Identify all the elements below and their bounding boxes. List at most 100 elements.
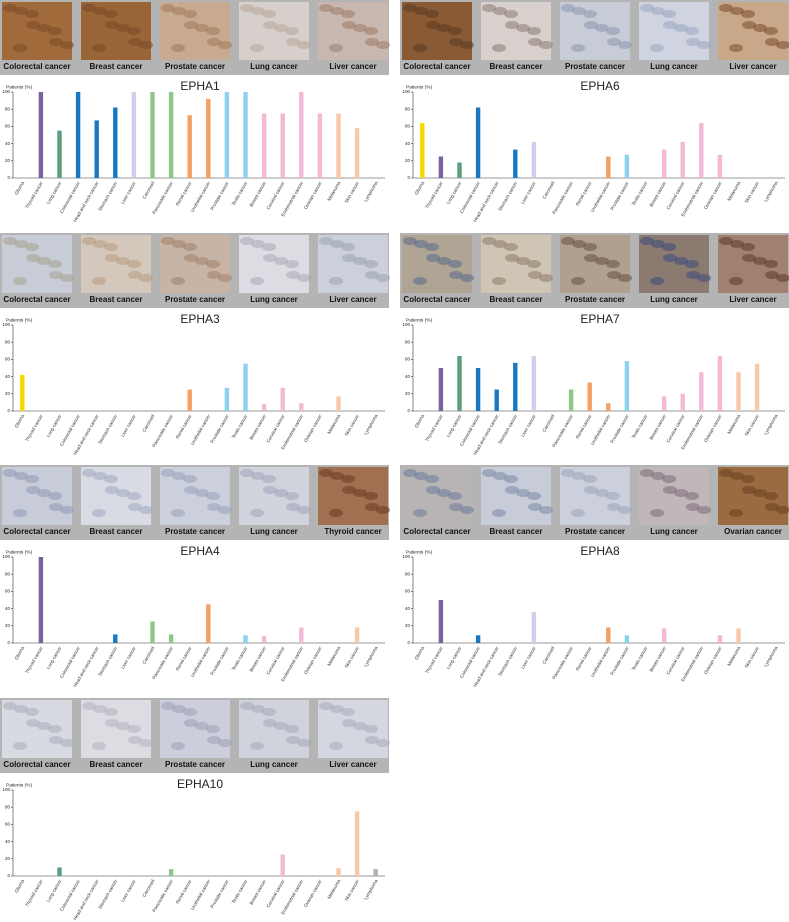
tissue-texture (116, 24, 130, 32)
x-tick-label: Testis cancer (231, 645, 249, 671)
x-tick-label: Stomach cancer (97, 180, 118, 212)
tissue-texture (516, 257, 530, 265)
tissue-texture (528, 38, 542, 46)
bar (699, 122, 704, 178)
tissue-texture (765, 38, 779, 46)
tissue-texture (741, 475, 755, 483)
image-caption: Colorectal cancer (3, 760, 70, 769)
x-tick-label: Glioma (414, 180, 426, 195)
tissue-texture (403, 237, 417, 245)
chart-title: EPHA7 (580, 312, 620, 326)
image-caption: Prostate cancer (165, 527, 225, 536)
x-tick-label: Renal cancer (175, 413, 193, 439)
tissue-texture (595, 489, 609, 497)
y-tick-label: 0 (7, 873, 10, 878)
bar (717, 635, 723, 643)
x-tick-label: Glioma (14, 878, 26, 893)
y-tick-label: 0 (407, 640, 410, 645)
tissue-texture (730, 240, 744, 248)
tissue-texture (37, 489, 51, 497)
image-caption: Liver cancer (329, 760, 376, 769)
y-tick-label: 100 (2, 322, 10, 327)
x-tick-label: Ovarian cancer (703, 413, 723, 443)
x-tick-label: Breast cancer (249, 645, 268, 672)
tissue-texture (184, 486, 198, 494)
tissue-texture (342, 21, 356, 29)
tissue-texture (330, 7, 344, 15)
x-tick-label: Liver cancer (120, 878, 137, 903)
tissue-texture (662, 243, 676, 251)
tissue-texture (262, 708, 276, 716)
tissue-texture (437, 257, 451, 265)
x-tick-label: Glioma (414, 645, 426, 660)
bar (661, 628, 667, 643)
x-tick-label: Pancreatic cancer (151, 878, 174, 913)
bar (38, 557, 44, 643)
bar (531, 612, 537, 643)
y-tick-label: 0 (407, 175, 410, 180)
tissue-texture (685, 260, 699, 268)
y-tick-label: 60 (5, 822, 11, 827)
tissue-texture (674, 257, 688, 265)
tissue-texture (25, 10, 39, 18)
bar (94, 120, 99, 178)
bar (457, 162, 462, 178)
x-tick-label: Lung cancer (45, 878, 62, 903)
y-tick-label: 80 (405, 339, 411, 344)
tissue-texture (93, 472, 107, 480)
tissue-texture (686, 38, 700, 46)
tissue-texture (776, 41, 789, 49)
tissue-texture (492, 44, 506, 52)
y-tick-label: 20 (405, 158, 411, 163)
bar (717, 355, 723, 411)
tissue-texture (218, 41, 232, 49)
tissue-texture (161, 237, 175, 245)
x-tick-label: Stomach cancer (97, 645, 118, 677)
tissue-texture (342, 254, 356, 262)
bar (317, 113, 323, 178)
tissue-texture (741, 10, 755, 18)
tissue-texture (365, 38, 379, 46)
bar (373, 869, 378, 876)
tissue-texture (104, 243, 118, 251)
tissue-texture (607, 38, 621, 46)
tissue-texture (263, 486, 277, 494)
tissue-texture (330, 705, 344, 713)
y-tick-label: 60 (5, 357, 11, 362)
x-tick-label: Prostate cancer (209, 180, 230, 211)
tissue-texture (116, 722, 130, 730)
tissue-texture (561, 469, 575, 477)
tissue-texture (319, 237, 333, 245)
tissue-texture (3, 4, 17, 12)
tissue-texture (482, 469, 496, 477)
x-tick-label: Skin cancer (744, 413, 761, 437)
tissue-texture (607, 503, 621, 511)
tissue-texture (49, 271, 63, 279)
y-tick-label: 0 (7, 640, 10, 645)
x-tick-label: Ovarian cancer (303, 645, 323, 675)
tissue-texture (651, 7, 665, 15)
image-caption: Breast cancer (490, 527, 543, 536)
x-tick-label: Lymphoma (763, 180, 779, 202)
tissue-texture (364, 725, 378, 733)
tissue-texture (13, 277, 27, 285)
y-tick-label: 80 (5, 106, 11, 111)
x-tick-label: Lung cancer (445, 413, 462, 438)
bar (438, 156, 444, 178)
x-tick-label: Urothelial cancer (590, 413, 612, 446)
image-caption: Liver cancer (329, 62, 376, 71)
tissue-texture (365, 271, 379, 279)
tissue-texture (49, 736, 63, 744)
tissue-texture (250, 44, 264, 52)
bar (150, 621, 155, 643)
tissue-texture (376, 41, 390, 49)
tissue-texture (449, 503, 463, 511)
chart-title: EPHA8 (580, 544, 620, 558)
x-tick-label: Testis cancer (631, 645, 649, 671)
tissue-texture (697, 274, 711, 282)
bar (261, 636, 267, 643)
x-tick-label: Carcinoid (141, 180, 155, 200)
tissue-texture (92, 277, 106, 285)
tissue-texture (285, 492, 299, 500)
y-tick-label: 100 (2, 787, 10, 792)
